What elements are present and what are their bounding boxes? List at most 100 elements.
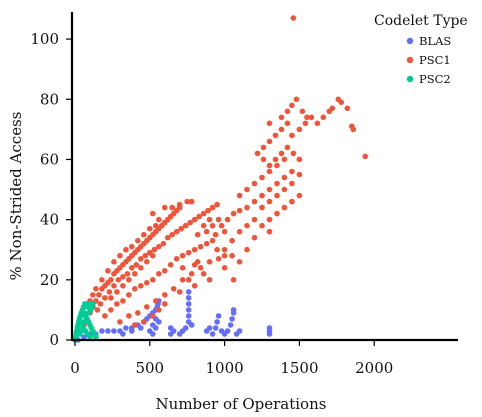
point-psc1-203	[129, 243, 135, 250]
point-psc1-129	[274, 192, 280, 199]
point-psc1-67	[138, 283, 144, 289]
point-psc1-134	[274, 210, 280, 217]
point-psc1-219	[108, 295, 114, 301]
point-psc1-123	[259, 174, 265, 181]
y-tick-label-1: 20	[40, 271, 59, 289]
point-psc1-94	[141, 319, 147, 325]
point-psc1-87	[179, 277, 186, 283]
point-blas-37	[185, 301, 192, 307]
point-psc1-77	[197, 243, 204, 250]
legend-marker-blas	[406, 37, 414, 45]
point-psc1-34	[97, 301, 104, 307]
point-psc1-200	[184, 198, 190, 205]
point-psc1-180	[230, 277, 237, 283]
y-tick-label-5: 100	[30, 30, 59, 48]
point-psc1-197	[162, 204, 168, 211]
legend-label-psc1: PSC1	[419, 53, 451, 67]
point-psc1-73	[173, 255, 180, 262]
point-psc1-216	[126, 277, 132, 283]
x-axis-title: Number of Operations	[156, 395, 327, 413]
point-psc1-135	[281, 204, 288, 211]
axes	[70, 12, 458, 342]
point-psc1-103	[212, 231, 219, 238]
point-blas-45	[214, 319, 220, 325]
point-psc1-142	[260, 144, 267, 151]
legend-title: Codelet Type	[374, 13, 468, 29]
point-psc1-150	[278, 150, 285, 157]
point-psc1-184	[200, 271, 207, 277]
point-psc1-153	[296, 156, 303, 163]
point-psc1-162	[296, 126, 303, 133]
point-psc1-161	[289, 132, 295, 139]
point-blas-55	[236, 328, 243, 334]
series-psc2	[72, 301, 99, 343]
point-psc1-174	[362, 153, 369, 160]
point-psc1-83	[144, 304, 150, 310]
point-psc1-159	[299, 108, 306, 115]
point-psc1-63	[114, 301, 120, 307]
point-psc1-91	[215, 255, 222, 262]
point-psc1-138	[259, 222, 265, 229]
plot-points	[72, 15, 369, 343]
point-psc1-86	[170, 286, 177, 292]
point-psc1-210	[90, 292, 96, 298]
legend-marker-psc1	[406, 56, 414, 64]
point-psc1-70	[156, 271, 162, 277]
point-psc1-195	[141, 231, 147, 238]
point-psc1-163	[302, 120, 309, 127]
point-blas-35	[185, 313, 192, 319]
point-psc1-61	[102, 313, 108, 319]
point-psc1-37	[111, 283, 117, 289]
point-psc1-201	[188, 198, 195, 205]
point-psc1-115	[259, 192, 265, 199]
x-tick-label-4: 2000	[355, 359, 393, 377]
point-psc1-46	[151, 246, 158, 253]
point-psc1-199	[176, 201, 183, 208]
point-psc1-218	[114, 289, 120, 295]
point-psc1-140	[251, 234, 258, 241]
point-psc1-160	[304, 114, 310, 121]
point-blas-51	[229, 316, 235, 322]
point-psc1-95	[150, 313, 156, 319]
point-psc1-149	[272, 156, 279, 163]
point-psc1-204	[123, 246, 129, 253]
point-psc1-198	[169, 204, 175, 211]
point-psc1-47	[156, 243, 162, 250]
point-psc1-166	[320, 114, 327, 121]
point-psc1-38	[115, 277, 122, 283]
point-psc1-78	[203, 240, 210, 247]
point-psc1-106	[230, 210, 237, 217]
point-psc1-92	[221, 252, 228, 259]
point-psc1-179	[244, 246, 250, 253]
point-psc1-124	[266, 168, 273, 175]
point-psc2-32	[87, 334, 93, 340]
point-psc1-59	[209, 204, 216, 211]
point-psc1-137	[296, 192, 303, 199]
point-psc1-127	[259, 204, 265, 211]
point-psc1-113	[244, 204, 250, 211]
point-blas-53	[230, 307, 237, 313]
point-psc1-213	[144, 259, 150, 265]
point-psc1-178	[236, 259, 243, 265]
point-psc1-141	[254, 150, 261, 157]
point-blas-58	[266, 325, 273, 331]
point-psc1-171	[344, 105, 351, 112]
point-psc1-41	[129, 265, 135, 271]
x-tick-label-0: 0	[70, 359, 80, 377]
y-tick-label-4: 80	[40, 90, 59, 108]
point-blas-46	[215, 313, 222, 319]
point-psc1-189	[203, 228, 210, 235]
point-blas-44	[212, 325, 219, 331]
point-psc1-188	[194, 259, 201, 265]
y-axis-title: % Non-Strided Access	[7, 112, 25, 281]
point-blas-49	[224, 328, 231, 334]
point-psc1-143	[266, 138, 273, 145]
point-psc1-85	[162, 292, 168, 298]
point-psc1-66	[132, 286, 138, 292]
point-psc1-128	[266, 198, 273, 205]
point-psc1-205	[117, 252, 123, 259]
point-psc1-88	[188, 271, 195, 277]
point-psc1-170	[338, 99, 345, 106]
y-ticks: 0 20 40 60 80 100	[30, 30, 72, 349]
point-psc1-183	[206, 277, 213, 283]
